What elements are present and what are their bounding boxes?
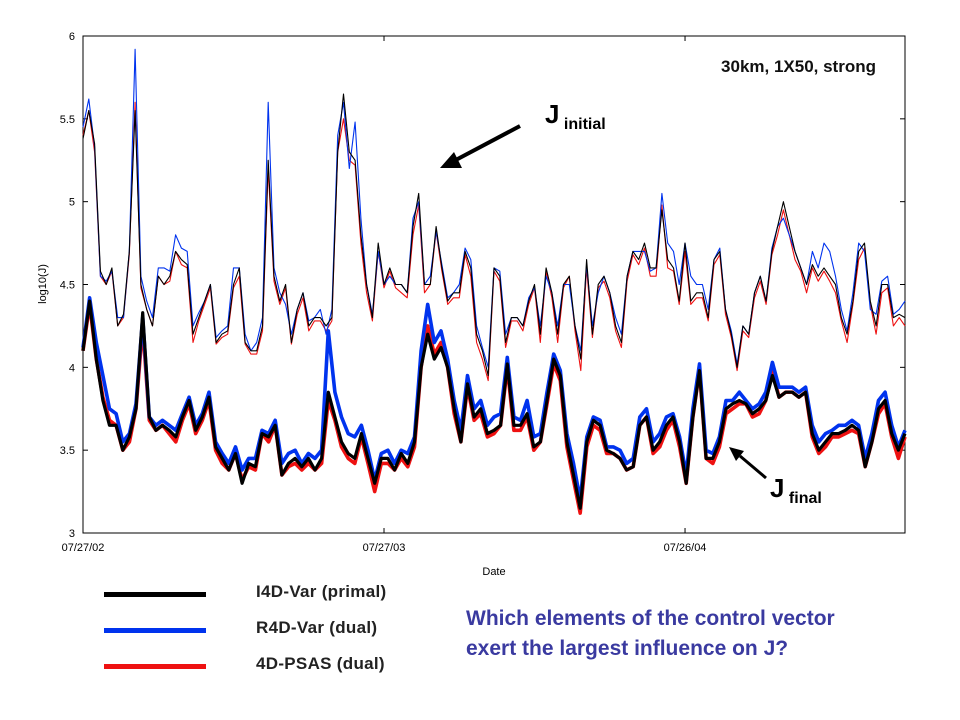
legend-item-primal: I4D-Var (primal)	[104, 578, 464, 614]
arrow-j-initial	[451, 124, 521, 164]
annotation-j-final-sub: final	[789, 490, 822, 507]
legend: I4D-Var (primal) R4D-Var (dual) 4D-PSAS …	[104, 578, 464, 686]
question-text: Which elements of the control vector exe…	[466, 604, 946, 664]
y-axis-label: log10(J)	[37, 264, 49, 304]
legend-line-r4d	[104, 628, 206, 633]
y-tick-label: 3	[69, 528, 75, 540]
series-line-initial-primal	[82, 93, 906, 377]
y-tick-label: 6	[69, 31, 75, 43]
series-line-final-r4d	[81, 295, 907, 502]
question-line-2: exert the largest influence on J?	[466, 637, 789, 660]
x-tick-label: 07/27/03	[363, 542, 406, 554]
y-tick-label: 4	[69, 362, 75, 374]
plot-frame	[82, 35, 906, 534]
y-tick-label: 5	[69, 197, 75, 209]
legend-label-primal: I4D-Var (primal)	[256, 582, 387, 601]
x-axis-label: Date	[482, 566, 505, 578]
y-tick-label: 4.5	[60, 280, 75, 292]
legend-item-psas: 4D-PSAS (dual)	[104, 650, 464, 686]
x-tick-label: 07/26/04	[664, 542, 707, 554]
arrow-j-final	[739, 454, 767, 480]
series-line-initial-psas	[82, 101, 906, 382]
annotation-j-initial: J initial	[545, 99, 606, 133]
legend-label-r4d: R4D-Var (dual)	[256, 618, 378, 637]
annotation-j-final-main: J	[770, 473, 784, 503]
chart-title: 30km, 1X50, strong	[721, 57, 876, 76]
legend-item-r4d: R4D-Var (dual)	[104, 614, 464, 650]
arrowhead-j-final	[729, 447, 744, 461]
annotation-j-initial-sub: initial	[564, 116, 606, 133]
y-axis: 3 3.5 4 4.5 5 5.5 6	[60, 31, 905, 540]
question-line-1: Which elements of the control vector	[466, 607, 835, 630]
series-line-final-primal	[81, 299, 907, 510]
legend-label-psas: 4D-PSAS (dual)	[256, 654, 385, 673]
series-layer	[81, 48, 907, 515]
legend-line-psas	[104, 664, 206, 669]
arrowhead-j-initial	[440, 152, 462, 168]
x-tick-label: 07/27/02	[62, 542, 105, 554]
annotation-j-final: J final	[770, 473, 822, 507]
y-tick-label: 3.5	[60, 445, 75, 457]
annotation-j-initial-main: J	[545, 99, 559, 129]
legend-line-primal	[104, 592, 206, 597]
y-tick-label: 5.5	[60, 114, 75, 126]
x-axis: 07/27/02 07/27/03 07/26/04	[62, 36, 707, 554]
